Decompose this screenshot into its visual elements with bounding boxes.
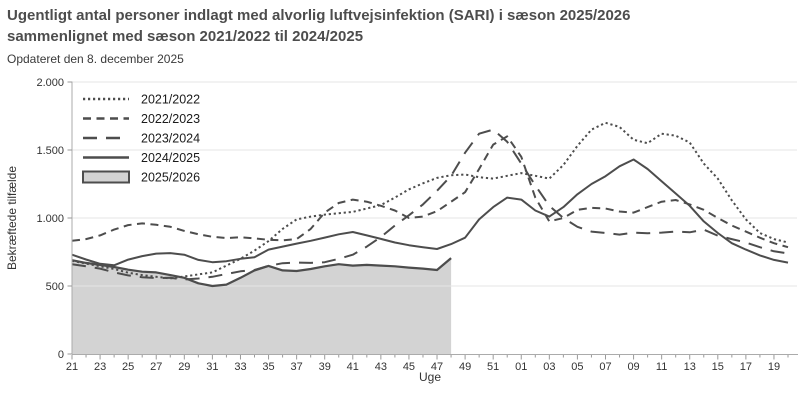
x-tick-label-15: 15	[712, 361, 724, 373]
x-tick-label-21: 21	[66, 361, 78, 373]
series-line-2021-2022	[71, 121, 789, 280]
legend-label-2023-2024: 2023/2024	[141, 132, 200, 146]
x-tick-label-09: 09	[627, 361, 639, 373]
y-axis-title: Bekræftede tilfælde	[5, 166, 19, 270]
legend-label-2024-2025: 2024/2025	[141, 151, 200, 165]
x-tick-label-35: 35	[262, 361, 274, 373]
page-title: Ugentligt antal personer indlagt med alv…	[7, 5, 797, 47]
y-tick-label-1.500: 1.500	[36, 145, 64, 157]
legend-item-2021-2022: 2021/2022	[83, 93, 200, 107]
y-tick-label-2.000: 2.000	[36, 77, 64, 89]
legend-item-2022-2023: 2022/2023	[83, 112, 200, 126]
updated-date: Opdateret den 8. december 2025	[7, 52, 184, 66]
page-title-line1: Ugentligt antal personer indlagt med alv…	[7, 7, 631, 24]
x-tick-label-29: 29	[178, 361, 190, 373]
y-tick-label-0: 0	[58, 349, 64, 361]
x-tick-label-31: 31	[206, 361, 218, 373]
legend-item-2023-2024: 2023/2024	[83, 132, 200, 146]
chart-header: Ugentligt antal personer indlagt med alv…	[7, 5, 797, 66]
x-tick-label-47: 47	[431, 361, 443, 373]
x-tick-label-27: 27	[150, 361, 162, 373]
page-title-line2: sammenlignet med sæson 2021/2022 til 202…	[7, 28, 364, 45]
x-tick-label-01: 01	[515, 361, 527, 373]
x-tick-label-25: 25	[122, 361, 134, 373]
x-tick-label-13: 13	[684, 361, 696, 373]
x-tick-label-11: 11	[656, 361, 667, 373]
x-tick-label-45: 45	[403, 361, 415, 373]
legend-swatch-area	[82, 170, 130, 184]
legend-label-2021-2022: 2021/2022	[141, 93, 200, 107]
legend-label-2022-2023: 2022/2023	[141, 112, 200, 126]
x-tick-label-41: 41	[347, 361, 359, 373]
y-tick-label-1.000: 1.000	[36, 213, 64, 225]
legend-item-2025-2026: 2025/2026	[82, 170, 200, 185]
legend-item-2024-2025: 2024/2025	[83, 151, 200, 165]
x-tick-label-39: 39	[319, 361, 331, 373]
x-axis-title: Uge	[419, 370, 441, 384]
x-tick-label-49: 49	[459, 361, 471, 373]
y-tick-label-500: 500	[46, 281, 64, 293]
series-line-2022-2023	[71, 135, 789, 249]
legend-label-2025-2026: 2025/2026	[141, 171, 200, 185]
x-tick-label-19: 19	[768, 361, 780, 373]
x-tick-label-23: 23	[94, 361, 106, 373]
x-tick-label-51: 51	[487, 361, 499, 373]
series-line-2023-2024	[71, 128, 789, 281]
x-tick-label-17: 17	[740, 361, 752, 373]
x-tick-label-03: 03	[543, 361, 555, 373]
x-tick-label-07: 07	[599, 361, 611, 373]
x-tick-label-33: 33	[234, 361, 246, 373]
series-line-2024-2025	[71, 158, 789, 267]
area-fill-2025-2026	[72, 258, 452, 354]
x-tick-label-43: 43	[375, 361, 387, 373]
x-tick-label-05: 05	[571, 361, 583, 373]
x-tick-label-37: 37	[291, 361, 303, 373]
